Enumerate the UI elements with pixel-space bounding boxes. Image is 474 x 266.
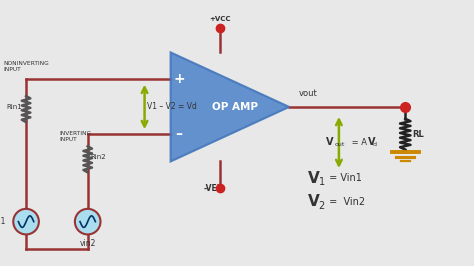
Text: Rin1: Rin1 <box>7 104 22 110</box>
Text: vin1: vin1 <box>0 217 6 226</box>
Text: =  Vin2: = Vin2 <box>326 197 365 207</box>
Text: d: d <box>373 142 377 147</box>
Text: 2: 2 <box>319 201 325 210</box>
Text: –: – <box>176 127 182 142</box>
Text: V: V <box>308 171 320 185</box>
Text: = A: = A <box>349 138 367 147</box>
Circle shape <box>13 209 39 234</box>
Text: out: out <box>335 142 346 147</box>
Text: = Vin1: = Vin1 <box>326 173 362 183</box>
Text: Rin2: Rin2 <box>90 154 106 160</box>
Text: vout: vout <box>299 89 318 98</box>
Text: vin2: vin2 <box>80 239 96 248</box>
Text: +: + <box>173 72 185 86</box>
Polygon shape <box>171 52 289 161</box>
Text: 1: 1 <box>319 177 325 187</box>
Text: RL: RL <box>412 130 424 139</box>
Text: INVERTING
INPUT: INVERTING INPUT <box>59 131 91 142</box>
Text: V: V <box>326 138 333 147</box>
Text: V: V <box>308 194 320 209</box>
Text: NONINVERTING
INPUT: NONINVERTING INPUT <box>4 61 50 72</box>
Text: OP AMP: OP AMP <box>211 102 258 112</box>
Text: +VCC: +VCC <box>210 16 231 22</box>
Text: -VEE: -VEE <box>204 184 223 193</box>
Circle shape <box>75 209 100 234</box>
Text: V: V <box>368 138 376 147</box>
Text: V1 – V2 = Vd: V1 – V2 = Vd <box>147 102 197 111</box>
